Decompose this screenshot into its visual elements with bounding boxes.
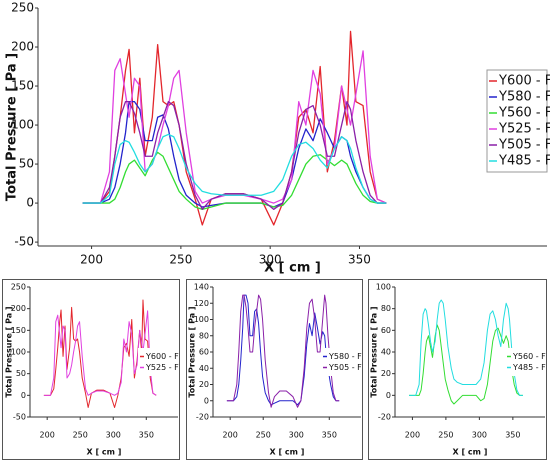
x-tick-label: 300 [289, 431, 304, 440]
legend-label: Y600 - F [498, 74, 550, 89]
y-axis-label: Total Pressure [ Pa ] [188, 306, 197, 397]
y-tick-label: 100 [194, 315, 209, 324]
y-axis-label: Total Pressure [ Pa ] [370, 306, 379, 397]
y-tick-label: 200 [11, 304, 26, 313]
y-tick-label: 100 [11, 348, 26, 357]
legend-label: Y580 - F [498, 90, 550, 105]
y-tick-label: 0 [26, 196, 34, 210]
x-tick-label: 250 [73, 431, 88, 440]
x-tick-label: 300 [472, 431, 487, 440]
y-tick-label: -50 [14, 235, 34, 249]
x-tick-label: 300 [106, 431, 121, 440]
y-tick-label: 40 [199, 364, 209, 373]
x-axis-label: X [ cm ] [270, 448, 305, 457]
y-tick-label: 40 [381, 348, 391, 357]
x-tick-label: 250 [169, 253, 192, 267]
y-tick-label: 20 [199, 380, 209, 389]
y-tick-label: -50 [13, 413, 26, 422]
legend-label: Y525 - F [498, 122, 550, 137]
series-line [82, 133, 387, 204]
series-line [82, 50, 387, 204]
y-axis-label: Total Pressure [ Pa ] [5, 53, 20, 201]
y-tick-label: 60 [381, 326, 391, 335]
x-tick-label: 250 [438, 431, 453, 440]
series-line [82, 151, 387, 210]
y-tick-label: 0 [386, 391, 391, 400]
legend-label: Y525 - F [145, 363, 179, 372]
y-tick-label: 0 [204, 396, 209, 405]
series-line [409, 324, 523, 405]
y-tick-label: 200 [11, 40, 34, 54]
legend-box [505, 348, 545, 376]
y-tick-label: -20 [378, 413, 391, 422]
series-line [82, 100, 387, 210]
legend-label: Y580 - F [328, 352, 362, 361]
legend-label: Y505 - F [328, 363, 362, 372]
legend-box [138, 348, 178, 376]
x-tick-label: 200 [405, 431, 420, 440]
y-tick-label: 80 [381, 304, 391, 313]
y-tick-label: 50 [19, 157, 34, 171]
panel-frame [2, 279, 180, 460]
legend-label: Y485 - F [512, 363, 546, 372]
y-tick-label: 100 [11, 118, 34, 132]
legend-label: Y560 - F [498, 106, 550, 121]
x-tick-label: 350 [505, 431, 520, 440]
y-tick-label: 80 [199, 331, 209, 340]
legend-label: Y600 - F [145, 352, 179, 361]
y-axis-label: Total Pressure [ Pa ] [5, 306, 14, 397]
y-tick-label: -20 [196, 413, 209, 422]
series-line [226, 294, 340, 406]
y-tick-label: 250 [11, 283, 26, 292]
series-line [43, 310, 157, 396]
y-tick-label: 120 [194, 299, 209, 308]
panel-frame [186, 279, 363, 460]
legend-label: Y560 - F [512, 352, 546, 361]
legend-box [321, 348, 361, 376]
panel-frame [368, 279, 547, 460]
x-axis-label: X [ cm ] [87, 448, 122, 457]
y-tick-label: 140 [194, 283, 209, 292]
x-tick-label: 300 [259, 253, 282, 267]
legend-label: Y505 - F [498, 138, 550, 153]
x-tick-label: 350 [139, 431, 154, 440]
y-tick-label: 150 [11, 79, 34, 93]
x-tick-label: 200 [223, 431, 238, 440]
x-axis-label: X [ cm ] [453, 448, 488, 457]
x-tick-label: 200 [80, 253, 103, 267]
y-tick-label: 250 [11, 1, 34, 15]
x-tick-label: 200 [40, 431, 55, 440]
x-tick-label: 350 [322, 431, 337, 440]
y-tick-label: 0 [21, 391, 26, 400]
x-tick-label: 350 [348, 253, 371, 267]
legend-label: Y485 - F [498, 154, 550, 169]
y-tick-label: 20 [381, 369, 391, 378]
x-axis-label: X [ cm ] [264, 261, 321, 276]
legend-box [486, 69, 548, 173]
series-line [409, 299, 523, 396]
y-tick-label: 150 [11, 326, 26, 335]
y-tick-label: 100 [376, 283, 391, 292]
y-tick-label: 60 [199, 348, 209, 357]
x-tick-label: 250 [256, 431, 271, 440]
y-tick-label: 50 [16, 369, 26, 378]
series-line [226, 294, 340, 408]
